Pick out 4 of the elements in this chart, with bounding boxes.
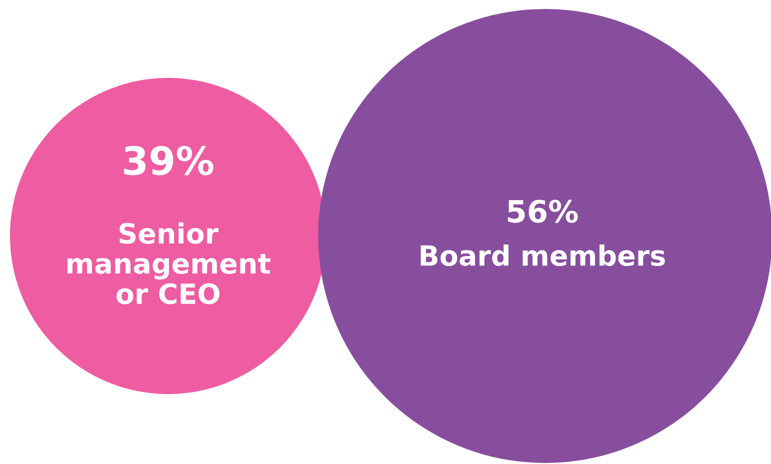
data-label: 56% [508,200,578,223]
category-label: Senior management or CEO [68,222,270,304]
data-label: 39% [124,146,214,176]
category-label: Board members [420,244,665,266]
